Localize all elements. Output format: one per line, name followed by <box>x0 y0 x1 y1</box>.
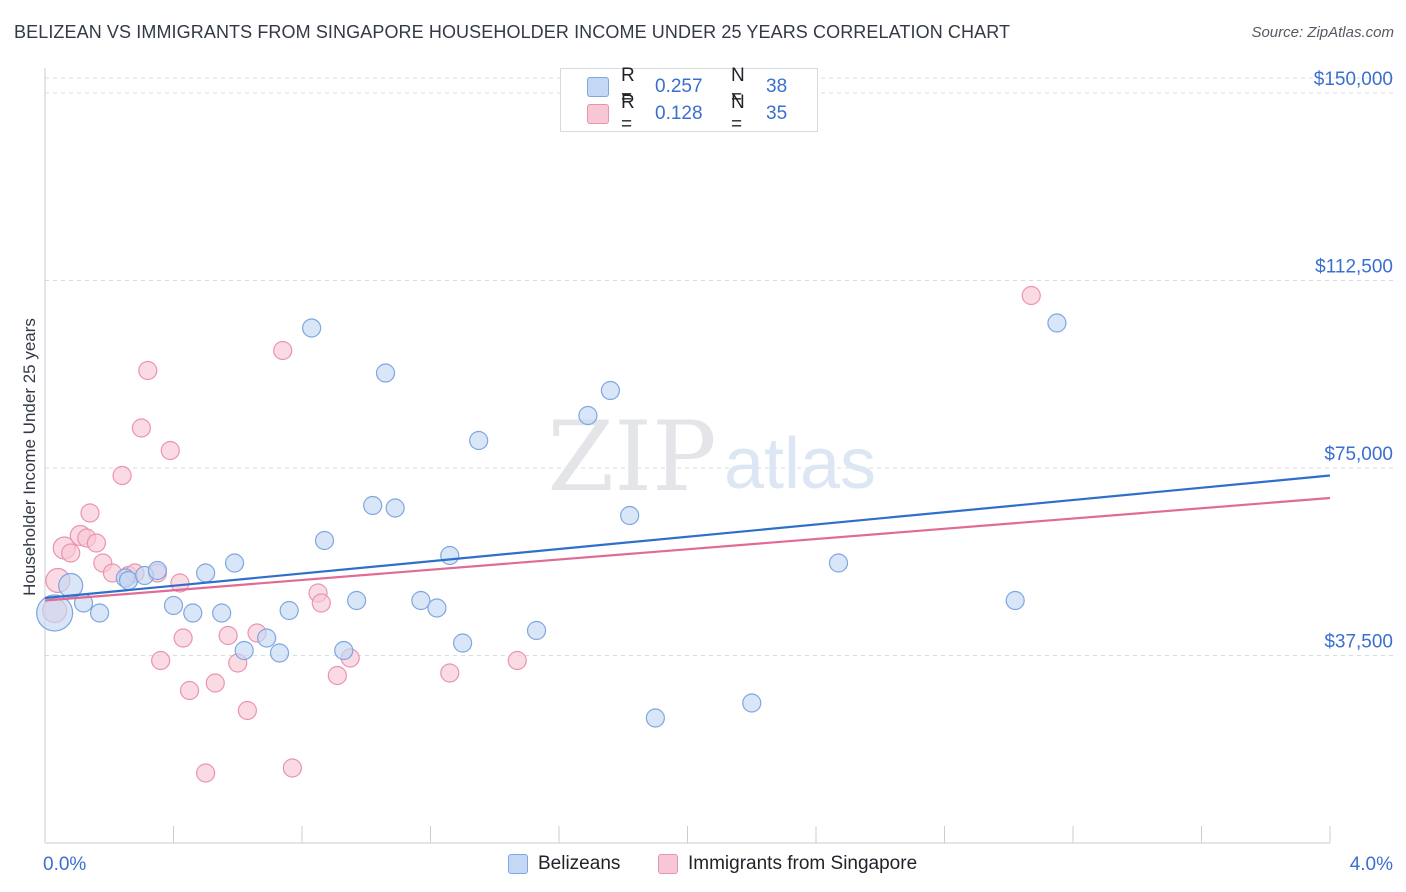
legend-r-value: 0.128 <box>655 103 703 124</box>
belizean-point <box>279 600 299 621</box>
legend-r-label: R = <box>621 92 635 135</box>
singapore-point <box>112 465 132 486</box>
legend-swatch-pink <box>658 854 678 874</box>
belizean-point <box>36 594 74 632</box>
grid-lines <box>45 77 1395 656</box>
belizean-point <box>183 603 203 623</box>
tick-labels: $37,500 $75,000 $112,500 $150,000 0.0% 4.0% <box>43 69 1393 875</box>
belizean-point <box>742 693 762 713</box>
belizean-point <box>302 318 322 338</box>
x-tick-label-max: 4.0% <box>1350 854 1393 875</box>
belizean-point <box>385 498 405 518</box>
belizean-point <box>147 560 168 581</box>
belizean-point <box>212 603 232 623</box>
legend-n-label: N = <box>731 65 745 108</box>
legend-n-label: N = <box>731 92 745 135</box>
singapore-point <box>311 593 331 613</box>
legend-swatch-pink <box>587 104 609 124</box>
belizean-point <box>163 595 184 616</box>
belizean-point <box>440 545 460 566</box>
singapore-point <box>86 533 107 553</box>
singapore-point <box>273 340 293 361</box>
legend-r-label: R = <box>621 65 635 108</box>
singapore-point <box>327 665 347 686</box>
singapore-point <box>173 628 193 648</box>
singapore-point <box>170 573 190 593</box>
legend-n-value: 38 <box>766 76 788 97</box>
belizean-point <box>257 628 277 648</box>
singapore-point <box>507 650 527 671</box>
singapore-point <box>138 360 158 381</box>
x-tick-label-min: 0.0% <box>43 854 86 875</box>
singapore-point <box>196 763 216 783</box>
correlation-legend: R = 0.257 N = 38 R = 0.128 N = 35 <box>560 65 818 135</box>
belizean-point <box>828 553 849 573</box>
belizean-point <box>620 505 640 526</box>
trend-lines <box>44 474 1331 602</box>
belizean-point <box>1047 313 1067 333</box>
belizean-point <box>1005 590 1025 611</box>
belizean-point <box>118 570 139 591</box>
chart-title: BELIZEAN VS IMMIGRANTS FROM SINGAPORE HO… <box>14 22 1011 42</box>
singapore-point <box>205 673 225 693</box>
belizean-point <box>234 640 254 661</box>
belizean-point <box>453 633 473 653</box>
y-tick-label: $37,500 <box>1324 632 1393 653</box>
singapore-point <box>282 758 302 778</box>
legend-swatch-blue <box>587 77 609 97</box>
singapore-point <box>218 625 238 646</box>
belizean-point <box>347 590 367 611</box>
belizean-point <box>224 553 245 573</box>
belizean-point <box>578 405 598 426</box>
legend-r-value: 0.257 <box>655 76 703 97</box>
legend-n-value: 35 <box>766 103 788 124</box>
belizean-point <box>375 363 396 383</box>
trend-line-belizeans <box>44 474 1331 600</box>
watermark-zip: ZIP <box>547 401 716 513</box>
singapore-point <box>160 440 180 461</box>
singapore-point <box>131 418 151 438</box>
series-singapore-points <box>42 285 1041 783</box>
watermark-atlas: atlas <box>724 424 876 504</box>
belizean-point <box>269 643 290 663</box>
singapore-point <box>179 680 200 701</box>
trend-line-singapore <box>44 496 1331 602</box>
singapore-point <box>61 543 81 563</box>
singapore-point <box>440 663 460 683</box>
source-label: Source: ZipAtlas.com <box>1251 24 1394 41</box>
belizean-point <box>600 380 621 401</box>
belizean-point <box>411 590 431 611</box>
belizean-point <box>645 708 665 728</box>
legend-label-belizeans: Belizeans <box>538 853 621 874</box>
y-tick-label: $75,000 <box>1324 444 1393 465</box>
belizean-point <box>469 430 489 451</box>
belizean-point <box>427 598 447 618</box>
legend-label-singapore: Immigrants from Singapore <box>688 853 918 874</box>
singapore-point <box>237 700 257 721</box>
series-belizeans-points <box>36 313 1067 728</box>
belizean-point <box>363 495 383 516</box>
belizean-point <box>334 640 354 661</box>
singapore-point <box>80 503 100 523</box>
singapore-point <box>151 650 171 671</box>
y-tick-label: $112,500 <box>1315 257 1393 278</box>
belizean-point <box>526 620 547 641</box>
y-tick-label: $150,000 <box>1314 69 1393 90</box>
singapore-point <box>1021 285 1041 306</box>
legend-item-singapore: Immigrants from Singapore <box>658 852 917 876</box>
belizean-point <box>314 530 335 551</box>
axes <box>44 68 1331 844</box>
legend-item-belizeans: Belizeans <box>508 852 620 876</box>
watermark: ZIP atlas <box>547 401 876 513</box>
belizean-point <box>90 603 110 623</box>
belizean-point <box>196 563 216 583</box>
legend-swatch-blue <box>508 854 528 874</box>
